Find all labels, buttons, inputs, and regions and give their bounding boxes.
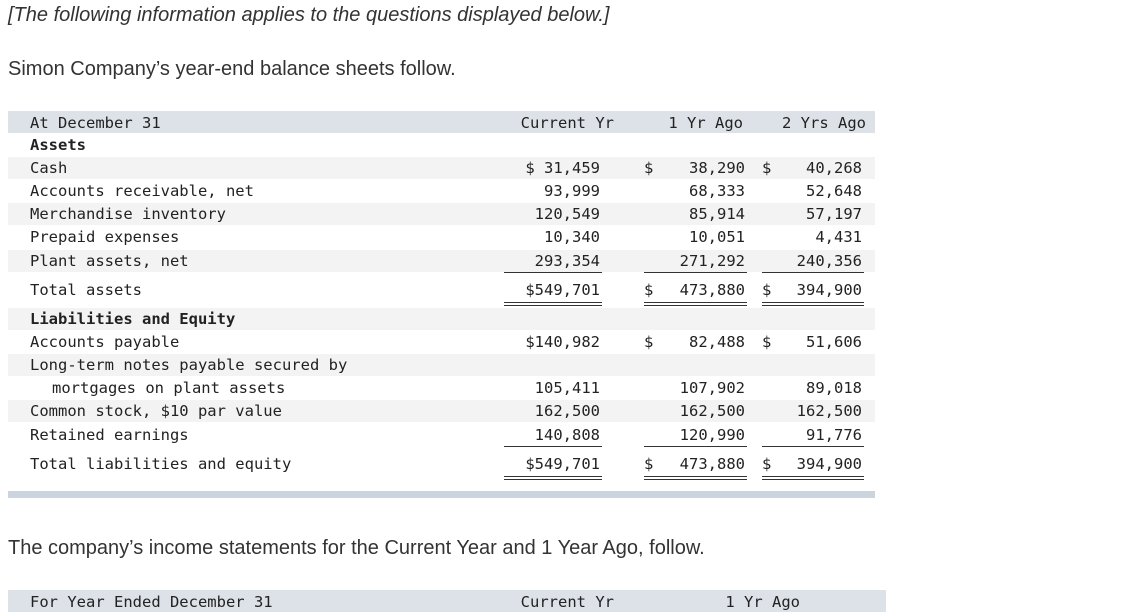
- row-label: mortgages on plant assets: [52, 379, 286, 397]
- row-shade: [8, 354, 875, 376]
- row-shade: [8, 203, 875, 225]
- double-underline: [762, 476, 864, 480]
- row-shade: [8, 308, 875, 330]
- double-underline: [644, 302, 747, 306]
- intro: [The following information applies to th…: [8, 4, 610, 26]
- cell-amount: 57,197: [806, 205, 862, 223]
- cell-amount: 140,808: [534, 426, 600, 444]
- underline: [644, 272, 747, 273]
- cell-amount: 85,914: [689, 205, 745, 223]
- footer-bar: [8, 491, 875, 498]
- cell-sign: $: [644, 159, 654, 177]
- follow-text: The company’s income statements for the …: [8, 537, 705, 559]
- page: [The following information applies to th…: [8, 4, 886, 612]
- cell-amount: 394,900: [796, 455, 862, 473]
- next-header-cell: For Year Ended December 31: [30, 593, 273, 611]
- underline: [762, 446, 864, 447]
- row-label: Common stock, $10 par value: [30, 402, 282, 420]
- cell-amount: $549,701: [525, 455, 600, 473]
- row-label: Prepaid expenses: [30, 228, 180, 246]
- header-bar: [8, 111, 875, 133]
- cell-amount: 473,880: [679, 455, 745, 473]
- row-label: Retained earnings: [30, 426, 189, 444]
- cell-amount: 82,488: [689, 333, 745, 351]
- underline: [644, 446, 747, 447]
- cell-sign: $: [644, 333, 654, 351]
- cell-sign: $: [644, 455, 654, 473]
- cell-amount: 271,292: [679, 252, 745, 270]
- cell-sign: $: [762, 159, 772, 177]
- next-header-cell: 1 Yr Ago: [725, 593, 800, 611]
- cell-amount: $549,701: [525, 281, 600, 299]
- cell-amount: 4,431: [815, 228, 862, 246]
- header-cell: 2 Yrs Ago: [782, 114, 866, 132]
- row-shade: [8, 157, 875, 179]
- cell-amount: 120,549: [534, 205, 600, 223]
- cell-sign: $: [644, 281, 654, 299]
- cell-amount: 162,500: [679, 402, 745, 420]
- cell-amount: 107,902: [679, 379, 745, 397]
- balance-sheet: At December 31 Current Yr 1 Yr Ago 2 Yrs Ag…: [8, 111, 886, 612]
- cell-amount: 38,290: [689, 159, 745, 177]
- row-label: Cash: [30, 159, 68, 177]
- row-label: Accounts receivable, net: [30, 182, 254, 200]
- cell-amount: 162,500: [796, 402, 862, 420]
- header-cell: At December 31: [30, 114, 161, 132]
- cell-sign: $: [762, 333, 772, 351]
- cell-amount: 394,900: [796, 281, 862, 299]
- underline: [504, 446, 602, 447]
- cell-amount: 162,500: [534, 402, 600, 420]
- row-label: Liabilities and Equity: [30, 310, 236, 328]
- row-label: Accounts payable: [30, 333, 180, 351]
- cell-sign: $: [762, 455, 772, 473]
- double-underline: [504, 302, 602, 306]
- lead: Simon Company’s year-end balance sheets …: [8, 58, 456, 80]
- cell-amount: 51,606: [806, 333, 862, 351]
- row-label: Total assets: [30, 281, 142, 299]
- cell-amount: 10,051: [689, 228, 745, 246]
- row-label: Plant assets, net: [30, 252, 189, 270]
- cell-amount: 40,268: [806, 159, 862, 177]
- cell-amount: $ 31,459: [525, 159, 600, 177]
- cell-amount: 293,354: [534, 252, 600, 270]
- cell-amount: 105,411: [534, 379, 600, 397]
- double-underline: [644, 476, 747, 480]
- double-underline: [762, 302, 864, 306]
- cell-amount: 89,018: [806, 379, 862, 397]
- cell-amount: 93,999: [544, 182, 600, 200]
- next-header-cell: Current Yr: [520, 593, 614, 611]
- cell-amount: 240,356: [796, 252, 862, 270]
- row-label: Merchandise inventory: [30, 205, 226, 223]
- cell-amount: 10,340: [544, 228, 600, 246]
- cell-amount: $140,982: [525, 333, 600, 351]
- underline: [762, 272, 864, 273]
- header-cell: Current Yr: [520, 114, 614, 132]
- underline: [504, 272, 602, 273]
- cell-amount: 91,776: [806, 426, 862, 444]
- cell-amount: 120,990: [679, 426, 745, 444]
- row-shade: [8, 400, 875, 422]
- row-shade: [8, 250, 875, 272]
- cell-sign: $: [762, 281, 772, 299]
- cell-amount: 68,333: [689, 182, 745, 200]
- header-cell: 1 Yr Ago: [668, 114, 743, 132]
- double-underline: [504, 476, 602, 480]
- cell-amount: 473,880: [679, 281, 745, 299]
- cell-amount: 52,648: [806, 182, 862, 200]
- row-label: Total liabilities and equity: [30, 455, 292, 473]
- row-label: Assets: [30, 136, 86, 154]
- row-label: Long-term notes payable secured by: [30, 356, 348, 374]
